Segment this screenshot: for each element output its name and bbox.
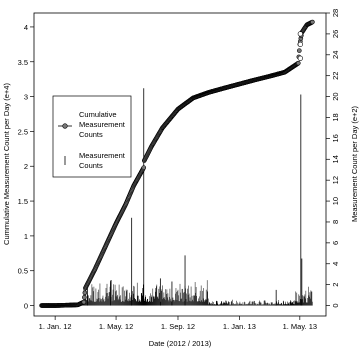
right-tick-label: 2 [331,283,340,287]
cumulative-point [297,55,303,61]
left-tick-label: 3 [24,93,28,102]
right-axis-title: Measurement Count per Day (e+2) [350,105,359,222]
right-tick-label: 0 [331,303,340,307]
legend-label-cumulative-2: Measurement [79,120,126,129]
x-tick-label: 1. Jan. 12 [39,322,72,331]
left-tick-label: 2 [24,162,28,171]
left-axis: 0 0.5 1 1.5 2 2.5 3 3.5 4 [18,23,34,311]
cumulative-point [297,41,303,47]
right-tick-label: 28 [331,9,340,17]
cumulative-point [296,60,301,66]
cumulative-series [39,19,315,308]
left-tick-label: 1 [24,232,28,241]
x-tick-label: 1. May. 12 [99,322,133,331]
right-tick-label: 4 [331,262,340,266]
legend-label-counts-1: Measurement [79,151,126,160]
legend-circle-marker [62,123,68,129]
legend-label-cumulative-3: Counts [79,130,103,139]
right-tick-label: 12 [331,176,340,184]
right-tick-label: 20 [331,92,340,100]
cumulative-point [297,31,303,37]
left-tick-label: 3.5 [18,58,28,67]
cumulative-point [141,165,147,170]
x-axis-title: Date (2012 / 2013) [149,339,212,348]
right-tick-label: 18 [331,113,340,121]
cumulative-point [82,290,88,296]
left-tick-label: 1.5 [18,197,28,206]
left-tick-label: 4 [24,23,28,32]
right-tick-label: 14 [331,155,340,163]
legend-label-cumulative-1: Cumulative [79,110,117,119]
x-tick-label: 1. May. 13 [283,322,317,331]
left-tick-label: 0.5 [18,267,28,276]
legend: Cumulative Measurement Counts Measuremen… [52,95,132,178]
cumulative-point [297,48,302,53]
legend-label-counts-2: Counts [79,161,103,170]
right-tick-label: 8 [331,220,340,224]
cumulative-point [81,299,87,305]
left-tick-label: 0 [24,302,28,311]
right-tick-label: 22 [331,72,340,80]
plot-frame [33,12,327,317]
x-tick-label: 1. Jan. 13 [223,322,256,331]
cumulative-point [82,295,87,300]
legend-entry-cumulative: Cumulative Measurement Counts [58,110,126,139]
right-tick-label: 10 [331,197,340,205]
left-axis-title: Cummulative Measurement Count per Day (e… [2,83,11,245]
cumulative-point [310,19,315,25]
right-tick-label: 6 [331,241,340,245]
legend-entry-counts: Measurement Counts [64,151,126,170]
x-axis: 1. Jan. 12 1. May. 12 1. Sep. 12 1. Jan. 13… [39,316,317,331]
right-tick-label: 16 [331,134,340,142]
left-tick-label: 2.5 [18,127,28,136]
legend-box [52,95,132,178]
x-tick-label: 1. Sep. 12 [161,322,195,331]
right-tick-label: 26 [331,30,340,38]
right-tick-label: 24 [331,51,340,59]
